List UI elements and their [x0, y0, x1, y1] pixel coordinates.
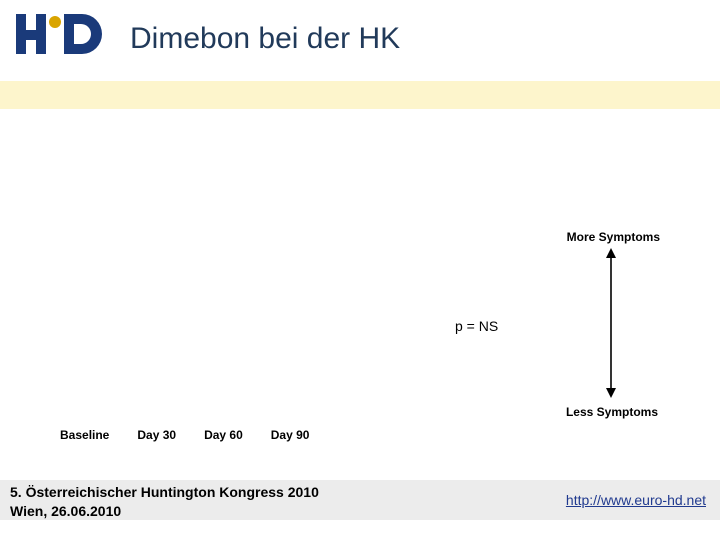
less-symptoms-label: Less Symptoms [566, 405, 658, 419]
header: Dimebon bei der HK [0, 0, 720, 75]
euro-hd-link[interactable]: http://www.euro-hd.net [566, 492, 706, 508]
x-label: Day 90 [271, 428, 310, 442]
x-label: Baseline [60, 428, 109, 442]
symptom-direction-arrow [604, 248, 618, 398]
p-value-label: p = NS [455, 318, 498, 334]
congress-caption: 5. Österreichischer Huntington Kongress … [10, 484, 319, 516]
congress-line2: Wien, 26.06.2010 [10, 503, 319, 519]
congress-line1: 5. Österreichischer Huntington Kongress … [10, 484, 319, 500]
logo [14, 10, 110, 58]
x-label: Day 60 [204, 428, 243, 442]
chart-region: More Symptoms Less Symptoms p = NS Basel… [0, 200, 720, 450]
x-label: Day 30 [137, 428, 176, 442]
footer-band: 5. Österreichischer Huntington Kongress … [0, 480, 720, 520]
x-axis-labels: Baseline Day 30 Day 60 Day 90 [60, 428, 309, 442]
page-title: Dimebon bei der HK [130, 22, 400, 56]
more-symptoms-label: More Symptoms [567, 230, 660, 244]
